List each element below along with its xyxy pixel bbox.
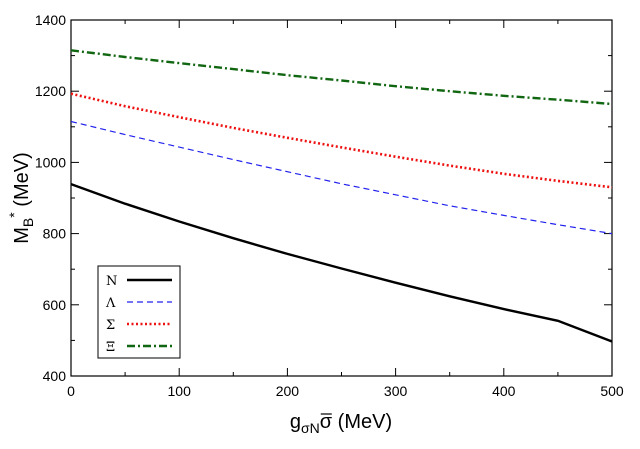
y-tick-label: 1400 bbox=[35, 12, 66, 28]
series-line-1 bbox=[70, 182, 613, 343]
series-line-3 bbox=[70, 92, 613, 189]
x-tick-label: 400 bbox=[492, 383, 516, 399]
x-axis-title-over: σ bbox=[320, 411, 333, 433]
x-axis-title-sub: σN bbox=[301, 420, 320, 436]
x-tick-label: 300 bbox=[384, 383, 408, 399]
axis-ticks bbox=[70, 19, 613, 377]
legend-label-3: Σ bbox=[106, 318, 115, 333]
x-axis-title: gσNσ (MeV) bbox=[290, 411, 392, 436]
legend-label-4: Ξ bbox=[106, 340, 115, 355]
y-tick-label: 400 bbox=[43, 368, 67, 384]
y-tick-label: 800 bbox=[43, 226, 67, 242]
y-axis-title-main: M bbox=[11, 227, 33, 244]
legend-box bbox=[97, 265, 181, 359]
series-lines bbox=[70, 49, 613, 343]
legend-label-1: N bbox=[106, 274, 117, 289]
x-tick-label: 200 bbox=[276, 383, 300, 399]
y-tick-label: 1000 bbox=[35, 154, 66, 170]
series-line-2 bbox=[70, 120, 613, 235]
x-axis-title-unit: (MeV) bbox=[332, 411, 392, 433]
y-tick-label: 1200 bbox=[35, 83, 66, 99]
series-line-4 bbox=[70, 49, 613, 106]
y-axis-title: MB* (MeV) bbox=[6, 152, 36, 243]
x-tick-label: 0 bbox=[67, 383, 75, 399]
x-tick-label: 100 bbox=[168, 383, 192, 399]
x-tick-label: 500 bbox=[600, 383, 624, 399]
y-axis-title-unit: (MeV) bbox=[11, 152, 33, 212]
tick-labels: 0 100 200 300 400 500 400 600 800 1000 1200 1400 bbox=[35, 12, 624, 399]
x-axis-title-main: g bbox=[290, 411, 301, 433]
y-axis-title-sub: B bbox=[20, 218, 36, 227]
y-axis-title-sup: * bbox=[6, 212, 22, 218]
legend-label-2: Λ bbox=[105, 296, 116, 311]
y-tick-label: 600 bbox=[43, 297, 67, 313]
